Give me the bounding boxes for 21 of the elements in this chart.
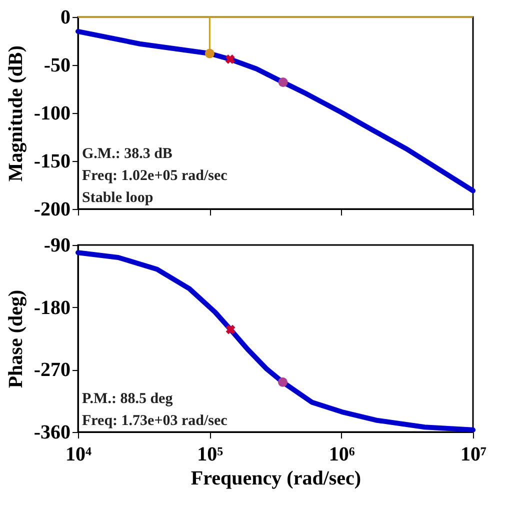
x-axis-title: Frequency (rad/sec) (190, 468, 362, 490)
y-tick-label: -90 (44, 234, 70, 256)
y-tick-label: -50 (44, 54, 70, 76)
y-tick-label: -150 (34, 150, 70, 172)
y-tick-label: -100 (34, 102, 70, 124)
annotation: Freq: 1.02e+05 rad/sec (82, 168, 228, 184)
y-tick-label: -180 (34, 296, 70, 319)
x-tick-label: 10⁴ (66, 444, 92, 466)
annotation: G.M.: 38.3 dB (82, 146, 172, 162)
x-tick-label: 10⁷ (460, 444, 486, 466)
x-tick-label: 10⁶ (328, 444, 355, 466)
annotation: Freq: 1.73e+03 rad/sec (82, 413, 228, 429)
y-tick-label: 0 (60, 6, 70, 28)
y-axis-title: Phase (deg) (4, 290, 27, 388)
annotation: Stable loop (82, 190, 154, 206)
y-axis-title: Magnitude (dB) (4, 45, 27, 182)
annotation: P.M.: 88.5 deg (82, 391, 174, 407)
y-tick-label: -360 (34, 422, 70, 444)
x-tick-label: 10⁵ (197, 444, 224, 466)
y-tick-label: -200 (34, 198, 70, 220)
y-tick-label: -270 (34, 359, 70, 382)
